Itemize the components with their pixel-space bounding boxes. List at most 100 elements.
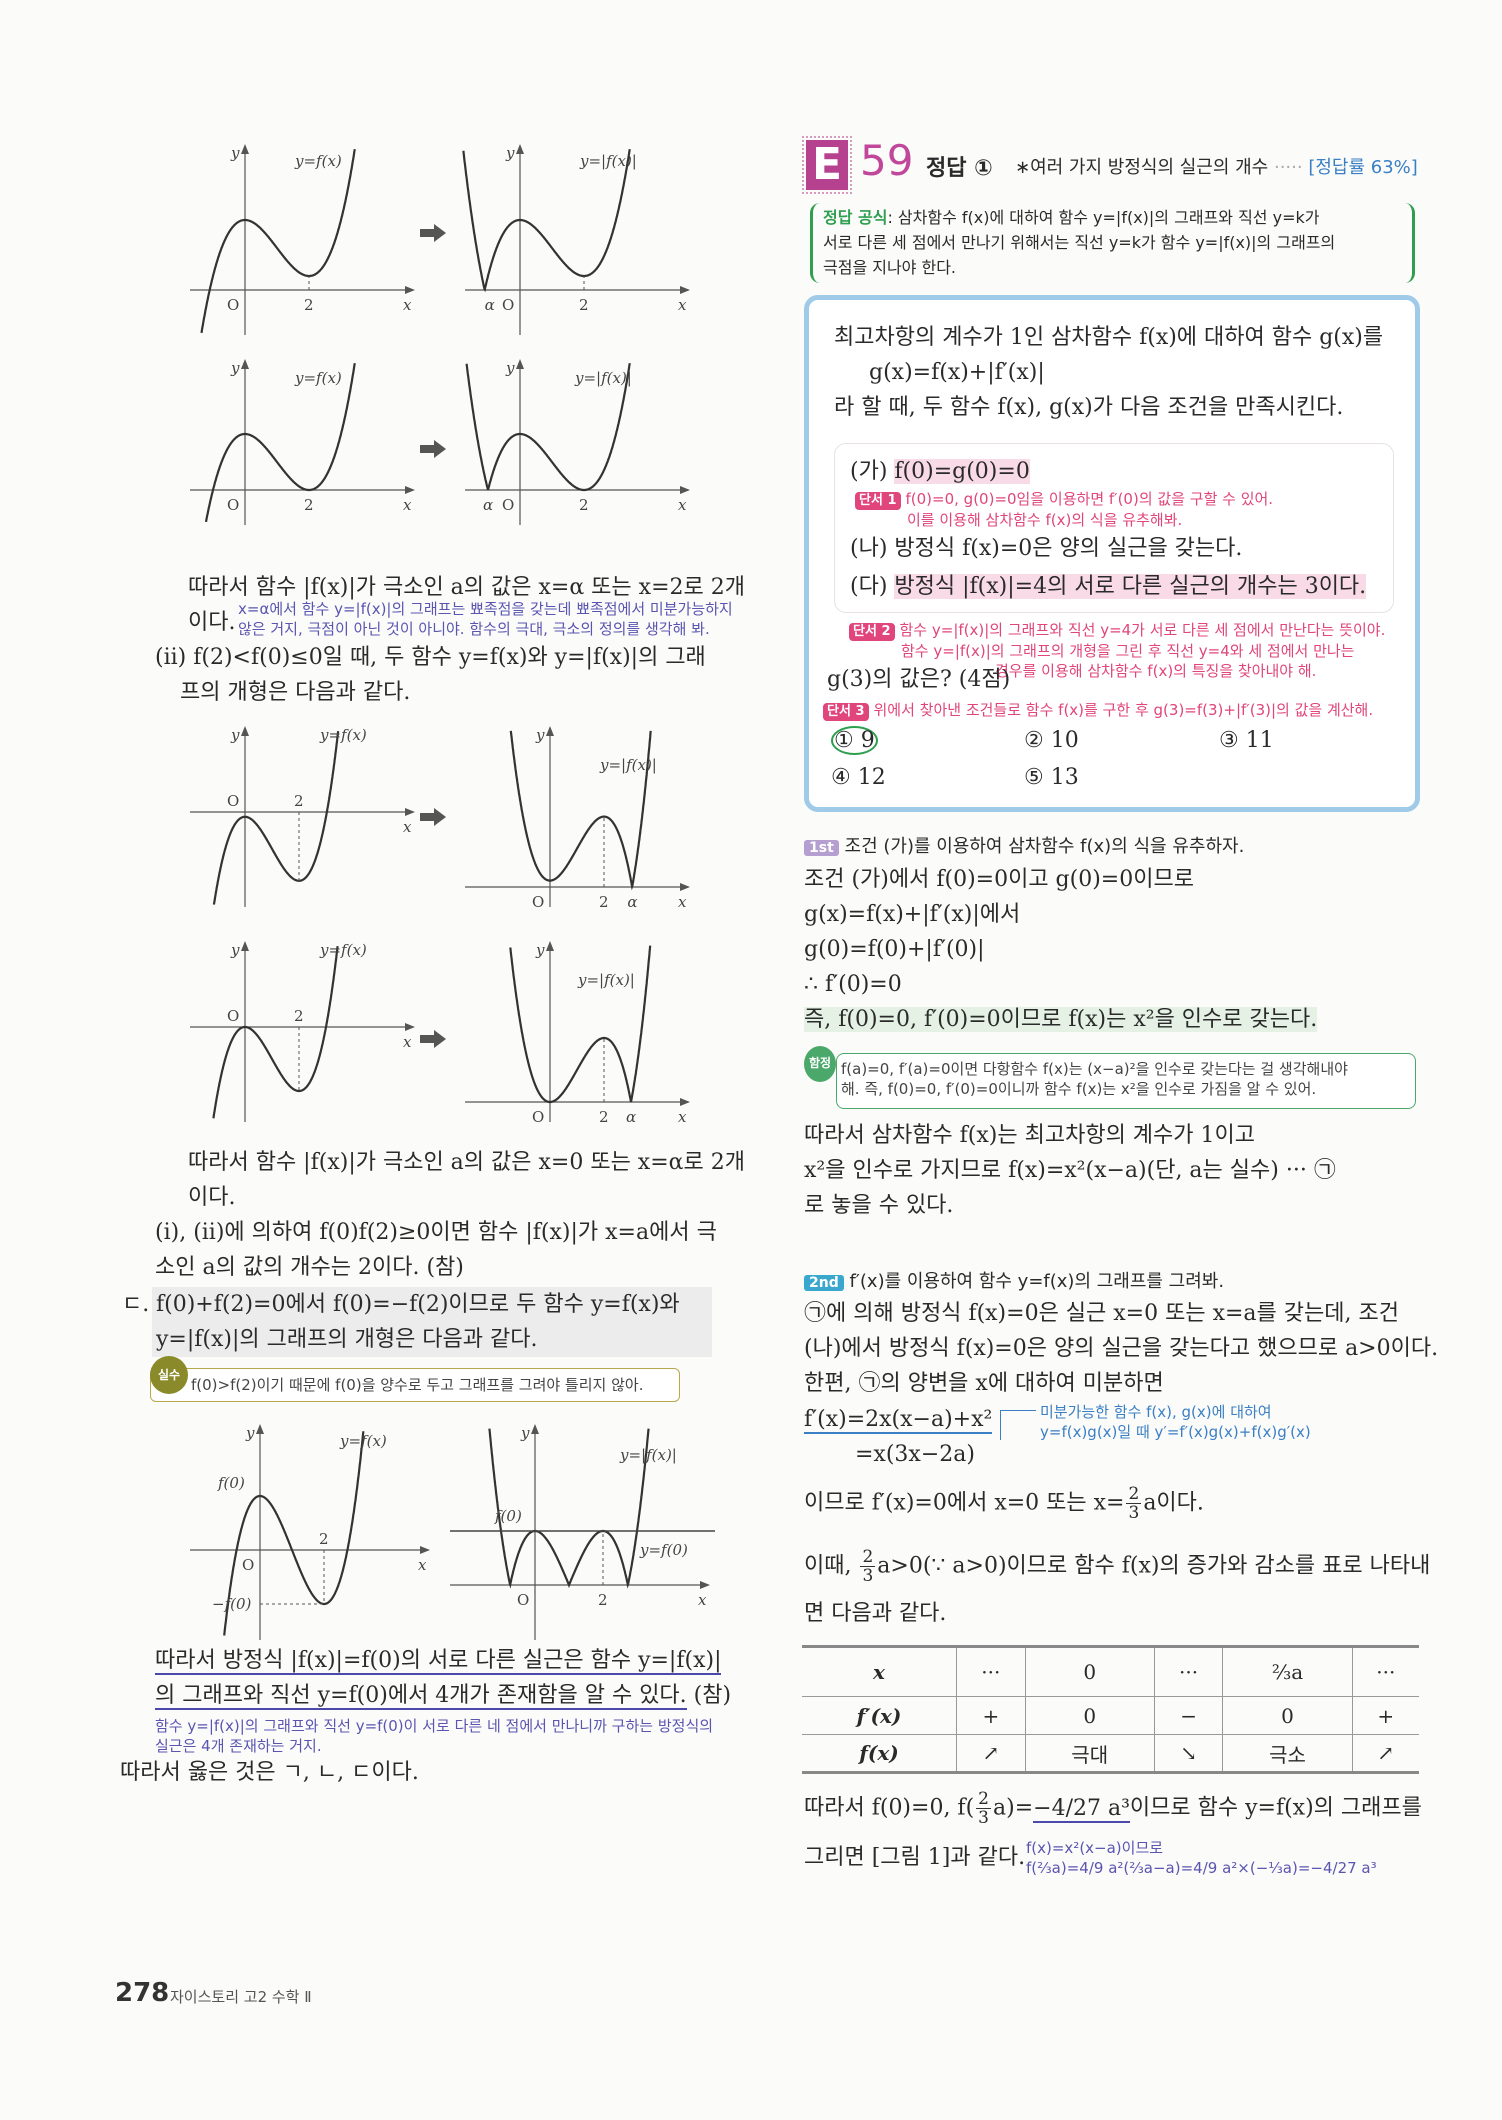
choice-1[interactable]: ① 9	[831, 723, 878, 758]
y-axis-arrow	[241, 941, 249, 951]
text-p1b: 이다.	[188, 610, 236, 635]
origin-label: O	[502, 496, 514, 514]
x-axis-label: x	[403, 1033, 412, 1051]
x-axis-arrow	[680, 286, 690, 294]
graph-f-case5: y x O 2 y=f(x) f(0) −f(0)	[190, 1424, 430, 1640]
curve-label: y=f(x)	[294, 369, 342, 387]
trap-box: f(a)=0, f′(a)=0이면 다항함수 f(x)는 (x−a)²을 인수로…	[836, 1053, 1416, 1109]
f0-label: f(0)	[217, 1474, 245, 1492]
graph-absf-case2: y x O 2 α y=|f(x)|	[465, 359, 690, 525]
derivative-line2: =x(3x−2a)	[855, 1442, 975, 1467]
curve-label: y=|f(x)|	[599, 756, 657, 774]
x-axis-arrow	[700, 1581, 710, 1589]
line-label: y=f(0)	[639, 1541, 688, 1559]
book-title: 자이스토리 고2 수학 Ⅱ	[170, 1988, 312, 2006]
origin-label: O	[517, 1591, 529, 1609]
x-axis-label: x	[403, 818, 412, 836]
mistake-box: f(0)>f(2)이기 때문에 f(0)을 양수로 두고 그래프를 그려야 틀리…	[150, 1368, 680, 1402]
y-axis-arrow	[516, 144, 524, 154]
curve-label: y=|f(x)|	[577, 971, 635, 989]
y-axis-label: y	[230, 726, 240, 744]
condition-ga: (가) f(0)=g(0)=0	[850, 459, 1030, 484]
topic: ∗여러 가지 방정식의 실근의 개수 ····· [정답률 63%]	[1015, 157, 1418, 178]
problem-box: 최고차항의 계수가 1인 삼차함수 f(x)에 대하여 함수 g(x)를 g(x…	[804, 295, 1420, 812]
tick-label-2: 2	[294, 792, 304, 810]
tick-label-2: 2	[579, 296, 589, 314]
text-p3b: 이다.	[188, 1185, 236, 1210]
text-p4: (i), (ii)에 의하여 f(0)f(2)≥0이면 함수 |f(x)|가 x…	[155, 1220, 717, 1245]
curve-label: y=f(x)	[319, 941, 367, 959]
text-p5: f(0)+f(2)=0에서 f(0)=−f(2)이므로 두 함수 y=f(x)와…	[152, 1287, 712, 1357]
note-connector	[1000, 1410, 1036, 1440]
y-axis-label: y	[535, 941, 545, 959]
text-p5-mark: ㄷ.	[122, 1292, 150, 1317]
curve-label: y=f(x)	[294, 152, 342, 170]
right-arrow-icon	[420, 808, 446, 826]
graph-f-case2: y x O 2 y=f(x)	[190, 359, 415, 525]
critical-points: 이므로 f′(x)=0에서 x=0 또는 x= 2 3 a이다.	[804, 1484, 1204, 1523]
y-axis-arrow	[531, 1424, 539, 1434]
problem-number: 59	[860, 136, 914, 185]
graph-absf-case4: y x O 2 α y=|f(x)|	[465, 941, 690, 1122]
choice-3[interactable]: ③ 11	[1219, 728, 1274, 753]
alpha-label: α	[626, 1108, 636, 1122]
alpha-label: α	[483, 496, 493, 514]
x-axis-arrow	[405, 486, 415, 494]
y-axis-label: y	[230, 359, 240, 377]
x-axis-label: x	[678, 296, 687, 314]
tick-label-2: 2	[599, 893, 609, 907]
origin-label: O	[227, 296, 239, 314]
graph-f-case4: y x O 2 y=f(x)	[190, 941, 415, 1122]
x-axis-label: x	[678, 893, 687, 907]
origin-label: O	[532, 1108, 544, 1122]
tick-label-2: 2	[579, 496, 589, 514]
problem-intro: 최고차항의 계수가 1인 삼차함수 f(x)에 대하여 함수 g(x)를	[834, 325, 1384, 350]
x-axis-label: x	[678, 496, 687, 514]
alpha-label: α	[485, 296, 495, 314]
y-axis-label: y	[230, 144, 240, 162]
origin-label: O	[242, 1556, 254, 1574]
problem-equation: g(x)=f(x)+|f′(x)|	[869, 360, 1045, 385]
section-badge: E	[802, 136, 852, 194]
x-axis-arrow	[680, 883, 690, 891]
curve	[223, 1431, 365, 1636]
page-number: 278	[115, 1978, 170, 2008]
step1-heading: 1st 조건 (가)를 이용하여 삼차함수 f(x)의 식을 유추하자.	[804, 832, 1244, 858]
y-axis-label: y	[230, 941, 240, 959]
neg-f0-label: −f(0)	[212, 1595, 252, 1613]
choice-4[interactable]: ④ 12	[831, 765, 886, 790]
tick-label-2: 2	[304, 496, 314, 514]
text-conclusion: 따라서 옳은 것은 ㄱ, ㄴ, ㄷ이다.	[120, 1760, 419, 1785]
trap-badge: 함정	[804, 1046, 836, 1082]
x-axis-label: x	[403, 496, 412, 514]
hint1: 단서 1 f(0)=0, g(0)=0임을 이용하면 f′(0)의 값을 구할 수…	[855, 489, 1273, 530]
y-axis-label: y	[505, 144, 515, 162]
mistake-badge: 실수	[150, 1356, 188, 1394]
curve-label: y=|f(x)|	[579, 152, 637, 170]
curve	[465, 362, 631, 492]
text-p4b: 소인 a의 값의 개수는 2이다. (참)	[155, 1255, 464, 1280]
increase-decrease-table: x ··· 0 ··· ⅔a ··· f′(x) +0−0 + f(x) ↗ 극대 ↘ 극소 ↗	[802, 1645, 1419, 1774]
curve	[204, 362, 356, 523]
derivative-line1: f′(x)=2x(x−a)+x²	[804, 1407, 993, 1434]
choice-5[interactable]: ⑤ 13	[1024, 765, 1079, 790]
y-axis-arrow	[241, 359, 249, 369]
x-axis-arrow	[680, 1098, 690, 1106]
y-axis-label: y	[245, 1424, 255, 1442]
right-arrow-icon	[420, 1030, 446, 1048]
y-axis-arrow	[256, 1424, 264, 1434]
tick-label-2: 2	[599, 1108, 609, 1122]
curve-label: y=f(x)	[339, 1432, 387, 1450]
text-p6b: 의 그래프와 직선 y=f(0)에서 4개가 존재함을 알 수 있다. (참)	[155, 1683, 732, 1710]
x-axis-label: x	[698, 1591, 707, 1609]
choice-2[interactable]: ② 10	[1024, 728, 1079, 753]
conclusion-line1: 따라서 f(0)=0, f(2 3 a)=−4/27 a³이므로 함수 y=f(x)…	[804, 1789, 1422, 1828]
product-rule-note: 미분가능한 함수 f(x), g(x)에 대하여 y=f(x)g(x)일 때 y′…	[1040, 1403, 1311, 1441]
tick-label-2: 2	[598, 1591, 608, 1609]
curve	[509, 730, 652, 891]
note-cusp: x=α에서 함수 y=|f(x)|의 그래프는 뾰족점을 갖는데 뾰족점에서 미…	[238, 600, 733, 638]
note-four-roots: 함수 y=|f(x)|의 그래프와 직선 y=f(0)이 서로 다른 네 점에서…	[155, 1717, 714, 1755]
y-axis-arrow	[546, 941, 554, 951]
curve-label: y=f(x)	[319, 726, 367, 744]
origin-label: O	[227, 792, 239, 810]
